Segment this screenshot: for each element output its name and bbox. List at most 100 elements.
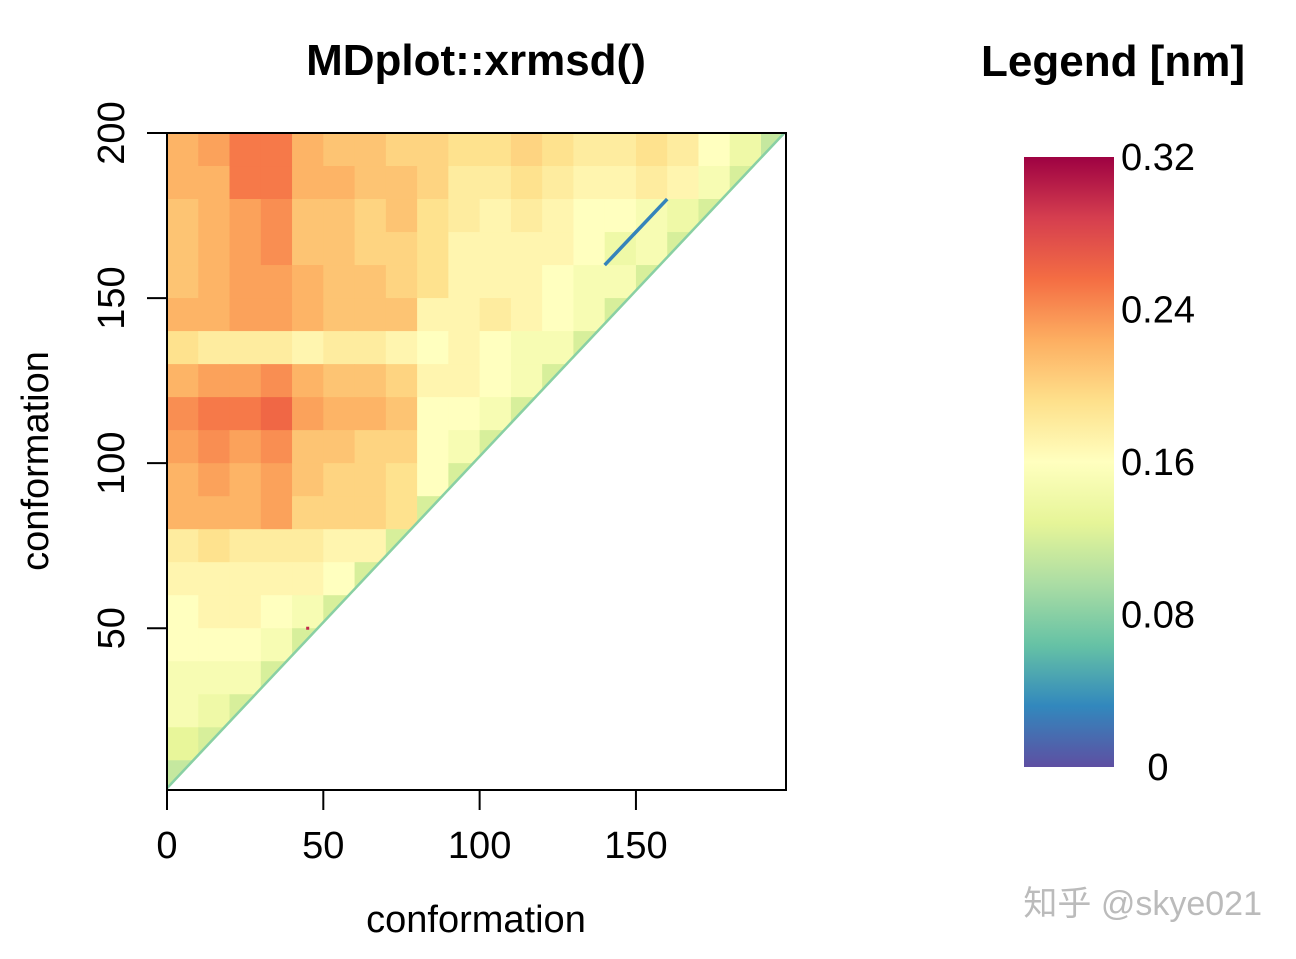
- heatmap-cell: [167, 430, 199, 464]
- heatmap-cell: [573, 199, 606, 233]
- heatmap-cell: [479, 364, 512, 398]
- x-axis: 0 50 100 150: [156, 789, 668, 867]
- heatmap-cell: [354, 166, 387, 200]
- legend-tick-label: 0.32: [1121, 137, 1195, 179]
- heatmap-cell: [292, 364, 324, 398]
- heatmap-cell: [260, 595, 293, 629]
- heatmap-cell: [354, 430, 387, 464]
- heatmap-cell: [323, 463, 356, 497]
- heatmap-cell: [635, 265, 668, 299]
- heatmap-cell: [198, 628, 231, 662]
- heatmap-cell: [229, 331, 262, 365]
- heatmap-cell: [323, 397, 356, 431]
- heatmap-cell: [260, 529, 293, 563]
- heatmap-cell: [323, 166, 356, 200]
- heatmap-cell: [260, 496, 293, 530]
- heatmap-cell: [167, 166, 199, 200]
- heatmap-cell: [198, 298, 231, 332]
- heatmap-cell: [448, 430, 481, 464]
- heatmap-cell: [229, 529, 262, 563]
- heatmap-cell: [198, 331, 231, 365]
- heatmap-cell: [260, 430, 293, 464]
- heatmap-cell: [417, 133, 449, 167]
- legend-tick-label: 0.16: [1121, 442, 1195, 484]
- heatmap-cell: [417, 166, 449, 200]
- y-tick-label: 100: [91, 431, 133, 494]
- heatmap-cell: [260, 397, 293, 431]
- watermark: 知乎 @skye021: [1023, 885, 1262, 923]
- heatmap-cell: [354, 397, 387, 431]
- heatmap-cell: [448, 166, 481, 200]
- heatmap-cell: [385, 496, 418, 530]
- heatmap-cell: [479, 199, 512, 233]
- heatmap-cell: [417, 397, 449, 431]
- heatmap-cell: [198, 364, 231, 398]
- heatmap-cell: [198, 595, 231, 629]
- heatmap-cell: [385, 430, 418, 464]
- heatmap-cell: [448, 133, 481, 167]
- y-tick-label: 150: [91, 266, 133, 329]
- x-tick-label: 50: [302, 825, 344, 867]
- heatmap-cell: [479, 166, 512, 200]
- heatmap-cell: [510, 364, 543, 398]
- heatmap-annotations: [306, 197, 669, 630]
- heatmap-cell: [167, 760, 199, 790]
- heatmap-cell: [604, 298, 637, 332]
- heatmap-cell: [167, 529, 199, 563]
- heatmap-cell: [448, 463, 481, 497]
- heatmap-cell: [229, 661, 262, 695]
- heatmap-cell: [198, 232, 231, 266]
- heatmap-cell: [510, 199, 543, 233]
- heatmap-cell: [573, 232, 606, 266]
- heatmap-cell: [448, 331, 481, 365]
- heatmap-cell: [323, 529, 356, 563]
- heatmap-cell: [385, 232, 418, 266]
- heatmap-cell: [448, 397, 481, 431]
- heatmap-cell: [198, 397, 231, 431]
- heatmap-cell: [604, 166, 637, 200]
- heatmap-cell: [448, 232, 481, 266]
- heatmap-cell: [292, 430, 324, 464]
- heatmap-cell: [229, 397, 262, 431]
- heatmap-cell: [323, 331, 356, 365]
- heatmap-cell: [417, 298, 449, 332]
- heatmap-cell: [167, 298, 199, 332]
- y-axis-label: conformation: [15, 351, 57, 571]
- heatmap-cell: [479, 232, 512, 266]
- heatmap-cell: [417, 463, 449, 497]
- heatmap-cell: [635, 133, 668, 167]
- heatmap-cell: [229, 232, 262, 266]
- heatmap-cell: [385, 397, 418, 431]
- heatmap-cell: [167, 133, 199, 167]
- heatmap-cell: [385, 463, 418, 497]
- diagonal-band: [167, 133, 786, 790]
- heatmap-cell: [229, 496, 262, 530]
- heatmap-cell: [354, 496, 387, 530]
- heatmap-cell: [729, 166, 762, 200]
- heatmap-cell: [354, 331, 387, 365]
- heatmap-cell: [198, 133, 231, 167]
- heatmap-cell: [573, 133, 606, 167]
- heatmap-cell: [385, 331, 418, 365]
- heatmap-cell: [573, 331, 606, 365]
- heatmap-cell: [354, 133, 387, 167]
- heatmap-cell: [635, 166, 668, 200]
- heatmap-cell: [510, 265, 543, 299]
- heatmap-cell: [229, 430, 262, 464]
- legend-tick-label: 0.08: [1121, 595, 1195, 637]
- heatmap-cell: [292, 199, 324, 233]
- heatmap-cell: [698, 133, 731, 167]
- y-tick-label: 200: [91, 101, 133, 164]
- heatmap-cell: [198, 463, 231, 497]
- heatmap-cell: [323, 265, 356, 299]
- heatmap-cell: [354, 463, 387, 497]
- heatmap-cell: [479, 133, 512, 167]
- heatmap-cell: [635, 232, 668, 266]
- heatmap-cell: [198, 265, 231, 299]
- heatmap-cell: [229, 199, 262, 233]
- heatmap-cell: [667, 199, 700, 233]
- heatmap-cell: [417, 331, 449, 365]
- heatmap-cell: [323, 298, 356, 332]
- heatmap-cell: [385, 265, 418, 299]
